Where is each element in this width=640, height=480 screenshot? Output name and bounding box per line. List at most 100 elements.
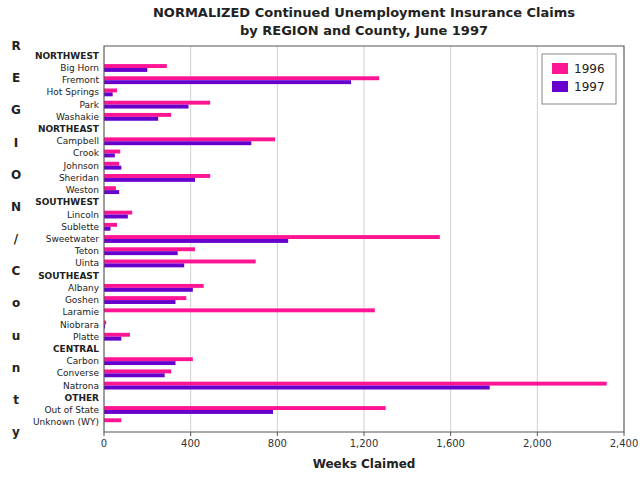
category-label: Platte [73,332,100,342]
y-axis-label-letter: E [12,71,20,85]
y-axis-label: R E G I O N / Co u n t y [11,39,21,439]
bar [104,369,171,373]
tick-mark [277,432,278,436]
bar [104,150,120,154]
category-label: Campbell [56,136,99,146]
category-label: Sweetwater [46,234,100,244]
bar [104,223,117,227]
legend-label: 1996 [574,62,605,76]
bar [104,178,195,182]
tick-label: 800 [268,438,287,449]
legend: 1996 1997 [542,54,616,104]
bar [104,239,288,243]
tick-mark [450,432,451,436]
bar [104,418,121,422]
bar [104,373,165,377]
y-axis-label-letter: u [12,329,21,343]
bar [104,76,379,80]
tick-label: 2,000 [523,438,552,449]
y-axis-label-letter: I [14,136,18,150]
category-label: NORTHWEST [35,51,100,61]
y-axis-label-letter: C [12,264,21,278]
bar [104,186,116,190]
category-label: Washakie [56,112,99,122]
category-label: Johnson [63,161,99,171]
bar [104,215,128,219]
grid-line [450,46,451,432]
legend-label: 1997 [574,80,605,94]
category-label: Lincoln [67,210,99,220]
bar [104,190,119,194]
category-label: Weston [66,185,99,195]
category-label: Sheridan [59,173,99,183]
bar [104,64,167,68]
y-axis-label-letter: N [11,200,21,214]
y-axis-label-letter: O [11,168,21,182]
tick-mark [537,432,538,436]
grid [104,46,624,432]
bar [104,357,193,361]
bar [104,211,132,215]
bar [104,113,171,117]
y-axis-label-letter: n [12,361,21,375]
legend-swatch [552,63,568,74]
bar [104,117,158,121]
y-axis-label-letter: t [13,393,19,407]
category-label: OTHER [65,393,99,403]
category-label: Converse [57,368,100,378]
y-axis-label-letter: R [11,39,20,53]
tick-mark [364,432,365,436]
bar [104,361,176,365]
bar [104,300,176,304]
category-label: NORTHEAST [38,124,100,134]
bar [104,288,193,292]
y-axis-label-letter: y [12,425,20,439]
bar [104,166,121,170]
y-axis-label-letter: G [11,103,21,117]
bar [104,235,440,239]
category-label: Natrona [63,381,99,391]
subtitle: by REGION and County, June 1997 [240,23,488,38]
category-label: SOUTHEAST [38,271,100,281]
bar [104,296,186,300]
tick-label: 1,600 [436,438,465,449]
category-label: Fremont [62,75,100,85]
category-label: Laramie [62,307,99,317]
bar [104,137,275,141]
category-label: Teton [74,246,99,256]
bar [104,406,386,410]
category-label: SOUTHWEST [35,197,100,207]
bar [104,284,204,288]
category-label: CENTRAL [53,344,99,354]
bar [104,162,119,166]
bar [104,260,256,264]
grid-line [537,46,538,432]
title: NORMALIZED Continued Unemployment Insura… [153,5,575,20]
bar [104,141,251,145]
legend-swatch [552,81,568,92]
bar [104,337,121,341]
tick-mark [190,432,191,436]
bar [104,382,607,386]
category-label: Unknown (WY) [33,417,99,427]
tick-label: 2,400 [610,438,639,449]
category-label: Crook [73,148,100,158]
bar [104,89,117,93]
bars [104,64,607,422]
chart: NORMALIZED Continued Unemployment Insura… [0,0,640,480]
bar [104,263,184,267]
bar [104,247,195,251]
bar [104,68,147,72]
bar [104,80,351,84]
y-axis-label-letter: o [12,296,20,310]
y-axis-label-letter: / [14,232,19,246]
legend-box [542,54,616,104]
category-label: Niobrara [60,320,99,330]
bar [104,153,115,157]
tick-label: 0 [101,438,107,449]
bar [104,174,210,178]
tick-mark [624,432,625,436]
category-label: Hot Springs [47,87,100,97]
bar [104,101,210,105]
bar [104,251,178,255]
